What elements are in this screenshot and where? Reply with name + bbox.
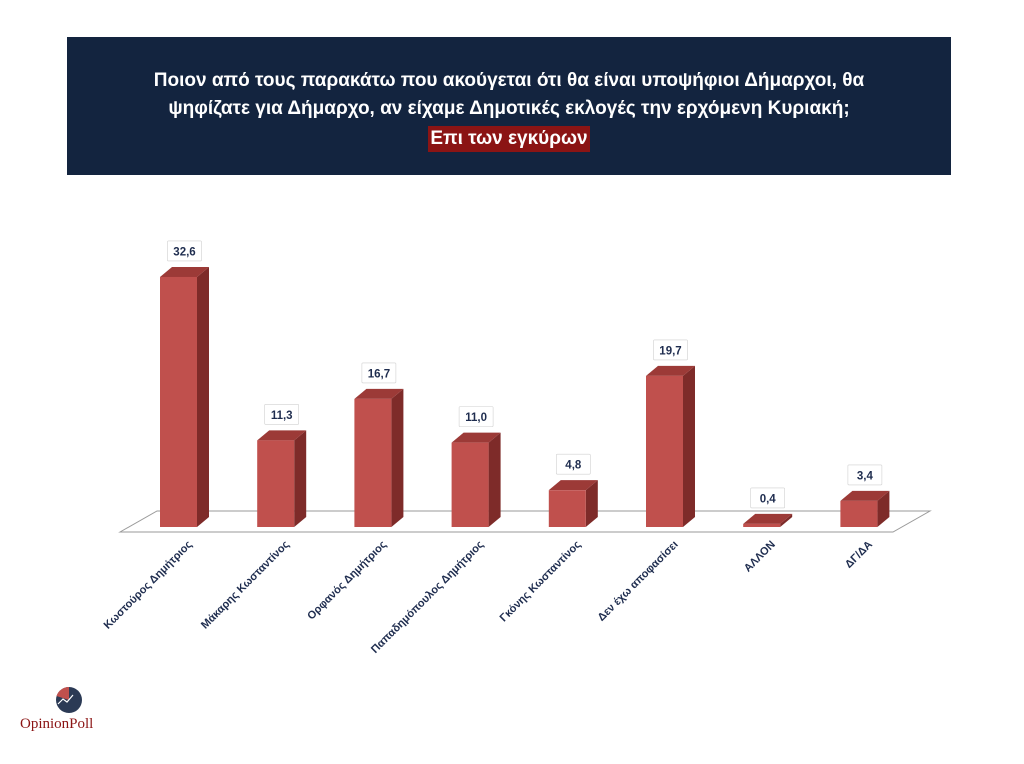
data-label-3: 11,0 <box>465 412 487 424</box>
bar-top-0 <box>160 266 209 277</box>
data-label-5: 19,7 <box>659 345 681 357</box>
bar-top-4 <box>548 480 598 491</box>
chart-subtitle: Επι των εγκύρων <box>428 126 590 152</box>
data-label-1: 11,3 <box>271 410 293 422</box>
data-label-box-5 <box>653 339 688 361</box>
bar-top-7 <box>840 490 890 501</box>
data-label-7: 3,4 <box>857 470 874 482</box>
bar-top-3 <box>451 432 501 443</box>
data-label-box-1 <box>264 404 300 425</box>
logo-mark-icon <box>56 686 82 713</box>
chart-title-line-1: Ποιον από τους παρακάτω που ακούγεται ότ… <box>153 70 865 91</box>
bar-side-3 <box>488 432 501 527</box>
category-label-3: Παπαδημόπουλος Δημήτριος <box>369 538 486 655</box>
logo-text: OpinionPoll <box>20 716 93 733</box>
data-label-box-4 <box>555 453 591 475</box>
bar-4 <box>548 490 586 527</box>
bar-6 <box>743 523 781 527</box>
data-label-box-6 <box>750 487 786 509</box>
data-label-0: 32,6 <box>173 246 195 258</box>
data-label-box-7 <box>847 464 883 486</box>
bar-side-6 <box>780 513 793 527</box>
bar-5 <box>646 375 683 527</box>
logo-text-opinion: Opinion <box>20 716 70 732</box>
bar-side-0 <box>197 266 209 527</box>
logo-text-poll: Poll <box>69 716 94 732</box>
category-label-7: ΔΓ/ΔΑ <box>843 539 875 571</box>
bar-side-4 <box>585 480 598 527</box>
bar-top-2 <box>354 388 404 399</box>
category-label-4: Γκόνης Κωσταντίνος <box>498 538 584 624</box>
bar-0 <box>160 276 197 527</box>
category-label-2: Ορφανός Δημήτριος <box>305 538 389 622</box>
bar-side-5 <box>683 365 695 527</box>
chart-floor <box>118 510 932 533</box>
data-label-6: 0,4 <box>760 493 777 505</box>
bar-top-1 <box>257 430 307 441</box>
category-label-6: ΑΛΛΟΝ <box>742 539 778 575</box>
bar-7 <box>840 500 878 527</box>
title-box: Ποιον από τους παρακάτω που ακούγεται ότ… <box>67 37 951 175</box>
bar-3 <box>451 442 489 527</box>
opinionpoll-logo: OpinionPoll <box>20 686 130 736</box>
bar-top-6 <box>743 513 793 524</box>
bar-side-1 <box>294 430 307 527</box>
bar-top-5 <box>646 365 695 376</box>
category-label-1: Μάκαρης Κωσταντίνος <box>199 538 292 631</box>
category-label-0: Κωστούρος Δημήτριος <box>102 538 195 631</box>
bar-2 <box>354 398 392 527</box>
data-label-4: 4,8 <box>565 460 582 472</box>
data-label-2: 16,7 <box>368 368 390 380</box>
data-label-box-2 <box>361 362 397 384</box>
data-label-box-3 <box>458 406 494 427</box>
data-label-box-0 <box>167 240 202 262</box>
chart-title-line-2: ψηφίζατε για Δήμαρχο, αν είχαμε Δημοτικέ… <box>168 98 850 119</box>
bar-side-2 <box>391 388 404 527</box>
bar-side-7 <box>877 490 890 527</box>
bar-1 <box>257 440 295 527</box>
category-label-5: Δεν έχω αποφασίσει <box>596 539 681 624</box>
